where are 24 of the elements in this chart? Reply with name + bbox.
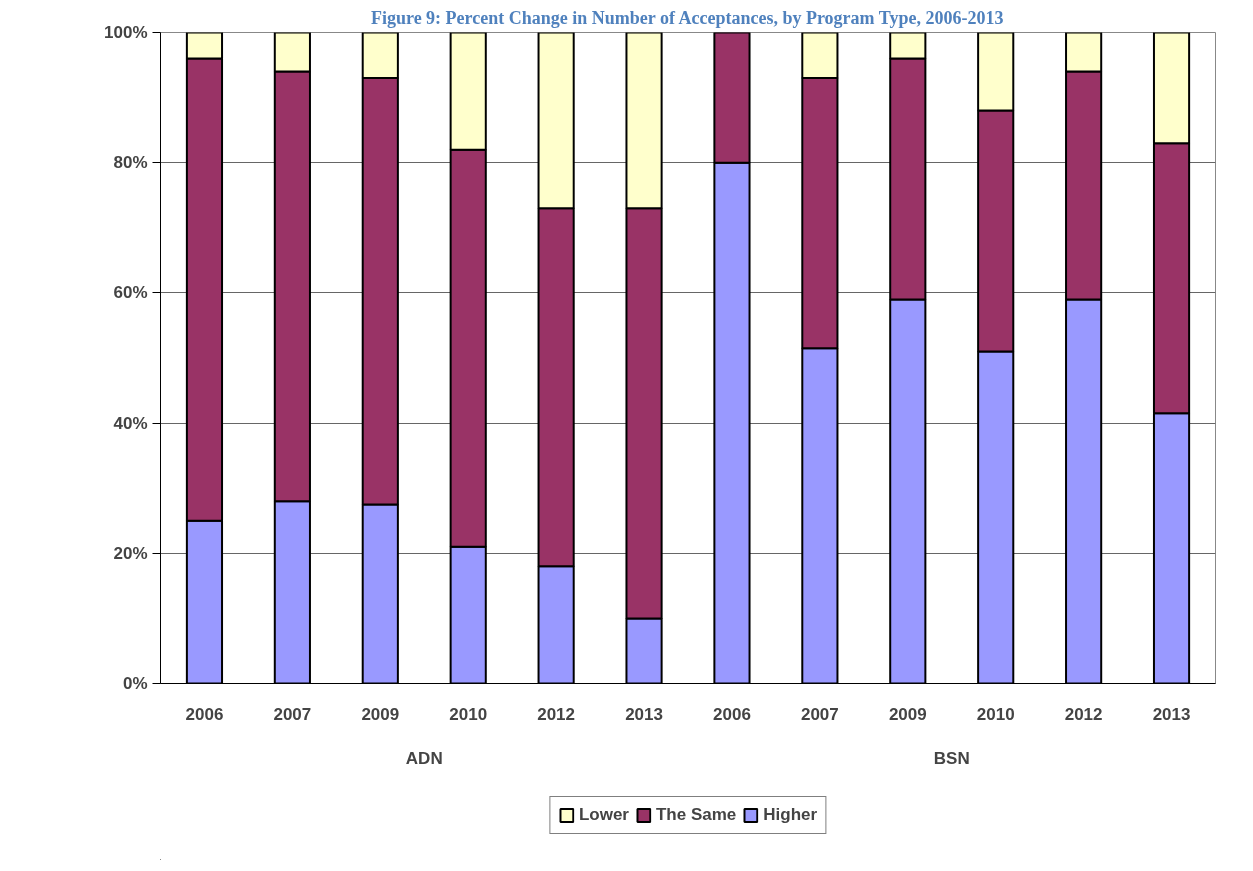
x-tick-label: 2009 bbox=[888, 704, 927, 724]
y-tick-label: 80% bbox=[113, 153, 148, 173]
chart-title: Figure 9: Percent Change in Number of Acceptances, by Program Type, 2006-2013 bbox=[370, 7, 1004, 28]
x-tick-label: 2006 bbox=[713, 704, 751, 724]
legend-label: Higher bbox=[763, 805, 818, 825]
legend-label: The Same bbox=[655, 805, 737, 825]
x-tick-label: 2013 bbox=[1152, 704, 1191, 724]
x-tick-label: 2010 bbox=[449, 704, 488, 724]
x-tick-label: 2009 bbox=[361, 704, 400, 724]
y-tick-label: 40% bbox=[113, 413, 148, 433]
y-tick-label: 20% bbox=[113, 543, 148, 563]
y-tick-label: 60% bbox=[113, 283, 148, 303]
x-tick-label: 2007 bbox=[273, 704, 312, 724]
x-tick-label: 2012 bbox=[537, 704, 576, 724]
x-tick-label: 2012 bbox=[1064, 704, 1103, 724]
y-tick-label: 100% bbox=[104, 23, 148, 42]
legend-label: Lower bbox=[578, 805, 629, 825]
x-tick-label: 2007 bbox=[800, 704, 839, 724]
x-tick-label: 2006 bbox=[185, 704, 224, 724]
text: BSN bbox=[933, 748, 970, 768]
x-tick-label: 2010 bbox=[976, 704, 1015, 724]
text: ADN bbox=[405, 748, 443, 768]
y-tick-label: 0% bbox=[122, 674, 148, 693]
x-tick-label: 2013 bbox=[625, 704, 663, 724]
